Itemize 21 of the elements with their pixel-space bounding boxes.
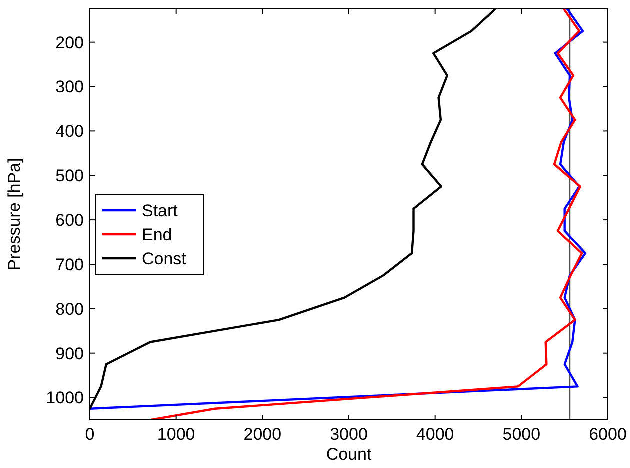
x-tick-label: 2000 — [244, 425, 282, 444]
x-tick-label: 5000 — [502, 425, 541, 444]
y-tick-label: 200 — [56, 33, 84, 52]
y-tick-label: 300 — [56, 78, 84, 97]
legend-label: Start — [142, 201, 178, 220]
y-axis-title: Pressure [hPa] — [5, 158, 24, 271]
y-tick-label: 800 — [56, 300, 84, 319]
y-tick-label: 400 — [56, 122, 84, 142]
y-tick-label: 1000 — [46, 388, 84, 408]
y-tick-label: 900 — [56, 344, 84, 364]
x-tick-label: 4000 — [416, 425, 454, 444]
x-tick-label: 6000 — [589, 425, 627, 444]
y-tick-label: 500 — [56, 166, 84, 186]
y-tick-label: 700 — [56, 255, 84, 274]
x-tick-label: 1000 — [157, 425, 196, 444]
legend-label: Const — [142, 249, 187, 268]
y-tick-label: 600 — [56, 211, 84, 230]
x-tick-label: 0 — [85, 425, 95, 444]
x-tick-label: 3000 — [330, 425, 368, 444]
legend-label: End — [142, 225, 172, 244]
x-axis-title: Count — [326, 445, 372, 464]
